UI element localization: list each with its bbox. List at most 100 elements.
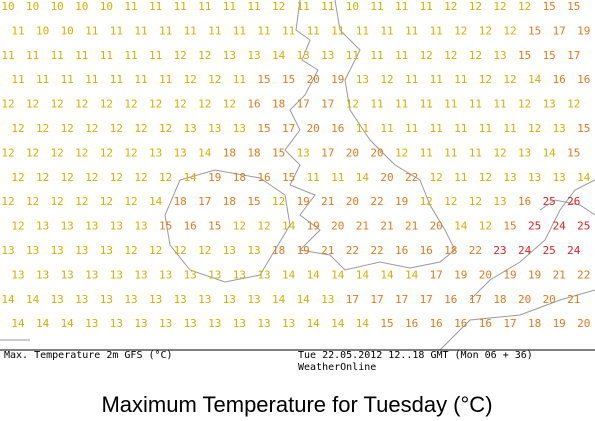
temperature-value: 12 <box>257 220 270 233</box>
temperature-value: 12 <box>75 195 88 208</box>
temperature-value: 11 <box>75 49 88 62</box>
temperature-value: 22 <box>370 195 383 208</box>
temperature-value: 16 <box>405 317 418 330</box>
temperature-value: 12 <box>198 244 211 257</box>
temperature-value: 13 <box>149 146 162 159</box>
temperature-value: 14 <box>528 73 542 86</box>
temperature-value: 11 <box>405 122 418 135</box>
temperature-value: 11 <box>395 49 408 62</box>
temperature-value: 12 <box>1 195 14 208</box>
temperature-value: 13 <box>553 171 566 184</box>
temperature-value: 13 <box>321 293 334 306</box>
temperature-value: 11 <box>454 171 467 184</box>
temperature-value: 19 <box>553 317 566 330</box>
temperature-value: 20 <box>380 171 393 184</box>
temperature-value: 11 <box>331 24 344 37</box>
temperature-value: 11 <box>307 24 320 37</box>
temperature-value: 15 <box>208 220 221 233</box>
temperature-value: 12 <box>85 171 98 184</box>
temperature-value: 17 <box>282 122 295 135</box>
temperature-value: 19 <box>208 171 221 184</box>
temperature-value: 19 <box>395 195 408 208</box>
temperature-value: 13 <box>233 317 246 330</box>
temperature-value: 12 <box>479 24 492 37</box>
temperature-value: 15 <box>543 0 556 13</box>
temperature-value: 25 <box>543 244 556 257</box>
temperature-value: 16 <box>331 122 344 135</box>
temperature-value: 12 <box>61 122 74 135</box>
temperature-value: 14 <box>543 146 557 159</box>
temperature-value: 11 <box>110 73 123 86</box>
temperature-value: 12 <box>395 146 408 159</box>
temperature-value: 18 <box>493 293 506 306</box>
temperature-value: 11 <box>149 49 162 62</box>
temperature-value: 13 <box>553 122 566 135</box>
temperature-value: 11 <box>493 98 506 111</box>
temperature-value: 12 <box>124 146 137 159</box>
temperature-value: 11 <box>503 122 516 135</box>
temperature-value: 13 <box>61 220 74 233</box>
temperature-value: 13 <box>100 244 113 257</box>
temperature-value: 16 <box>395 244 408 257</box>
temperature-value: 11 <box>124 0 137 13</box>
temperature-value: 12 <box>100 146 113 159</box>
temperature-value: 12 <box>479 73 492 86</box>
temperature-value: 13 <box>36 220 49 233</box>
temperature-value: 10 <box>75 0 88 13</box>
temperature-value: 14 <box>356 268 370 281</box>
temperature-value: 11 <box>331 171 344 184</box>
temperature-value: 13 <box>1 244 14 257</box>
temperature-value: 20 <box>518 293 531 306</box>
temperature-value: 15 <box>272 146 285 159</box>
temperature-value: 13 <box>11 268 24 281</box>
temperature-value: 12 <box>11 171 24 184</box>
temperature-value: 13 <box>503 171 516 184</box>
temperature-value: 12 <box>159 171 172 184</box>
temperature-value: 10 <box>51 0 64 13</box>
temperature-value: 13 <box>184 268 197 281</box>
temperature-value: 16 <box>553 73 566 86</box>
temperature-value: 11 <box>444 146 457 159</box>
temperature-value: 18 <box>272 98 285 111</box>
temperature-value: 13 <box>528 171 541 184</box>
temperature-value: 10 <box>26 0 39 13</box>
temperature-value: 12 <box>518 0 531 13</box>
temperature-value: 24 <box>567 244 581 257</box>
temperature-value: 11 <box>420 98 433 111</box>
temperature-value: 13 <box>297 146 310 159</box>
temperature-value: 16 <box>247 98 260 111</box>
temperature-value: 11 <box>420 0 433 13</box>
temperature-value: 12 <box>124 98 137 111</box>
caption: Maximum Temperature for Tuesday (°C) <box>101 392 492 417</box>
temperature-value: 12 <box>26 195 39 208</box>
temperature-value: 14 <box>282 268 296 281</box>
temperature-value: 12 <box>503 24 516 37</box>
temperature-value: 11 <box>36 73 49 86</box>
temperature-value: 16 <box>577 73 590 86</box>
temperature-value: 14 <box>356 171 370 184</box>
temperature-value: 20 <box>307 122 320 135</box>
temperature-value: 12 <box>159 122 172 135</box>
temperature-value: 11 <box>223 0 236 13</box>
temperature-value: 22 <box>346 244 359 257</box>
temperature-value: 12 <box>51 146 64 159</box>
temperature-value: 12 <box>174 49 187 62</box>
temperature-value: 16 <box>184 220 197 233</box>
temperature-value: 20 <box>430 220 443 233</box>
temperature-value: 15 <box>567 0 580 13</box>
temperature-value: 16 <box>430 317 443 330</box>
temperature-value: 11 <box>149 0 162 13</box>
temperature-value: 20 <box>307 73 320 86</box>
temperature-value: 16 <box>518 195 531 208</box>
temperature-value: 11 <box>395 0 408 13</box>
temperature-value: 13 <box>75 293 88 306</box>
temperature-value: 12 <box>36 171 49 184</box>
temperature-value: 17 <box>567 49 580 62</box>
temperature-value: 11 <box>307 171 320 184</box>
temperature-value: 13 <box>184 317 197 330</box>
temperature-value: 20 <box>370 146 383 159</box>
temperature-value: 17 <box>503 317 516 330</box>
temperature-value: 18 <box>174 195 187 208</box>
temperature-value: 12 <box>26 98 39 111</box>
